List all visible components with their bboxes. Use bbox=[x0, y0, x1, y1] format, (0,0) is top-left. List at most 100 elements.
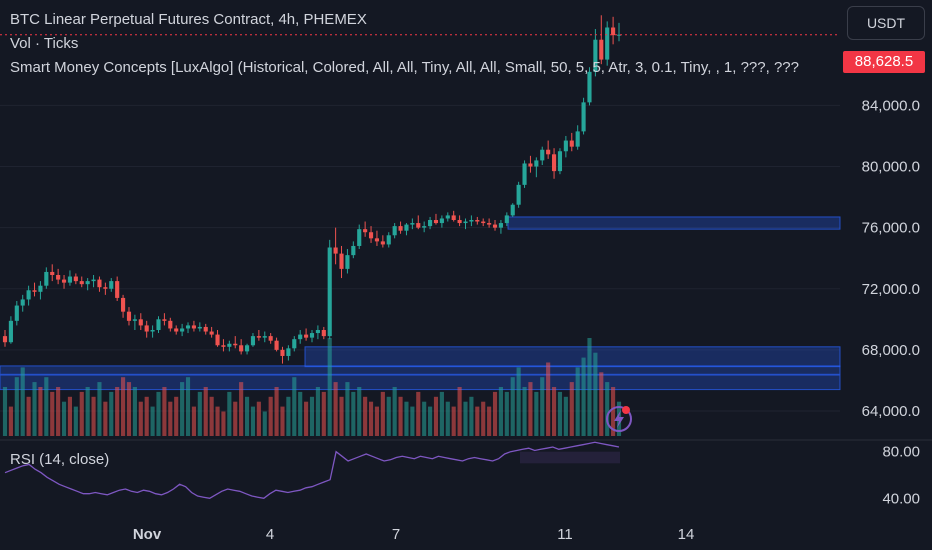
candle-body bbox=[368, 232, 374, 239]
candle-body bbox=[292, 339, 297, 349]
last-price-tag: 88,628.5 bbox=[843, 51, 925, 73]
candle bbox=[463, 218, 468, 230]
candle-body bbox=[492, 224, 498, 228]
volume-bar bbox=[227, 391, 232, 436]
volume-bar bbox=[162, 387, 167, 436]
price-tick-label: 68,000.0 bbox=[862, 342, 920, 359]
price-tick-label: 72,000.0 bbox=[862, 281, 920, 298]
candle bbox=[510, 203, 515, 217]
candle-body bbox=[150, 330, 155, 332]
candle-body bbox=[191, 325, 196, 329]
candle bbox=[79, 276, 84, 288]
candle-body bbox=[469, 220, 474, 222]
volume-bar bbox=[492, 391, 498, 436]
volume-bar bbox=[404, 401, 409, 436]
candle-body bbox=[404, 224, 409, 231]
candle-body bbox=[475, 220, 480, 222]
volume-bar bbox=[504, 391, 509, 436]
candle-body bbox=[227, 343, 232, 347]
volume-bar bbox=[339, 396, 344, 436]
order-block-zone bbox=[304, 346, 841, 368]
candle-body bbox=[386, 235, 391, 245]
smc-indicator-label[interactable]: Smart Money Concepts [LuxAlgo] (Historic… bbox=[10, 59, 799, 76]
volume-bar bbox=[457, 387, 462, 436]
volume-bar bbox=[363, 396, 368, 436]
candle-body bbox=[445, 215, 450, 219]
candle bbox=[422, 221, 427, 233]
volume-bar bbox=[73, 406, 78, 436]
candle bbox=[132, 314, 137, 330]
candle bbox=[67, 270, 73, 286]
candle-body bbox=[380, 241, 385, 245]
candle bbox=[180, 323, 185, 337]
candle-body bbox=[304, 334, 309, 338]
volume-bar bbox=[85, 387, 90, 436]
candle bbox=[392, 223, 397, 239]
candle-body bbox=[215, 334, 220, 346]
candle-body bbox=[540, 149, 545, 161]
time-tick-label: 11 bbox=[557, 526, 573, 543]
candle bbox=[162, 313, 167, 326]
volume-indicator-label[interactable]: Vol · Ticks bbox=[10, 35, 79, 52]
volume-bar bbox=[209, 396, 214, 436]
volume-bar bbox=[357, 387, 362, 436]
rsi-indicator-label[interactable]: RSI (14, close) bbox=[10, 451, 110, 468]
candle-body bbox=[121, 297, 126, 312]
candle bbox=[315, 325, 320, 340]
candle-body bbox=[327, 247, 332, 337]
candle bbox=[593, 29, 598, 77]
candle-body bbox=[209, 331, 214, 335]
candle bbox=[150, 325, 155, 338]
price-tick-label: 76,000.0 bbox=[862, 220, 920, 237]
candle-body bbox=[522, 163, 527, 185]
candle bbox=[61, 275, 67, 289]
candle-body bbox=[557, 151, 563, 172]
volume-bar bbox=[321, 391, 326, 436]
volume-bar bbox=[587, 338, 592, 436]
price-tick-label: 80,000.0 bbox=[862, 159, 920, 176]
candle-body bbox=[109, 281, 114, 289]
candle bbox=[428, 216, 433, 230]
candle-body bbox=[8, 320, 13, 343]
volume-bar bbox=[38, 387, 43, 436]
candle bbox=[404, 223, 409, 236]
volume-bar bbox=[327, 338, 332, 436]
candle-body bbox=[416, 223, 421, 228]
volume-bar bbox=[121, 377, 126, 436]
candle bbox=[85, 278, 90, 291]
rsi-tick-label: 40.00 bbox=[882, 490, 920, 507]
volume-bar bbox=[416, 391, 421, 436]
order-block-zone bbox=[0, 374, 841, 391]
volume-bar bbox=[528, 382, 533, 436]
candle-body bbox=[463, 221, 468, 224]
volume-bar bbox=[309, 396, 315, 436]
time-axis: Nov 4 7 11 14 bbox=[133, 526, 695, 543]
candle bbox=[380, 235, 385, 248]
volume-bar bbox=[50, 391, 55, 436]
candle bbox=[528, 155, 533, 173]
volume-bar bbox=[103, 401, 108, 436]
candle-body bbox=[185, 325, 191, 329]
candle bbox=[174, 325, 179, 335]
candle-body bbox=[221, 345, 226, 347]
candle-body bbox=[268, 336, 273, 341]
alert-icon[interactable] bbox=[606, 406, 632, 432]
volume-bar bbox=[386, 396, 391, 436]
candle bbox=[386, 232, 391, 248]
candle bbox=[227, 340, 232, 352]
volume-bar bbox=[351, 391, 356, 436]
candle bbox=[14, 300, 19, 326]
volume-bar bbox=[611, 387, 616, 436]
volume-bar bbox=[475, 406, 480, 436]
volume-bar bbox=[180, 382, 185, 436]
candle bbox=[274, 337, 279, 352]
candle-body bbox=[126, 311, 132, 321]
volume-bar bbox=[410, 406, 415, 436]
candle-body bbox=[244, 345, 250, 352]
candle bbox=[250, 333, 256, 347]
volume-bar bbox=[221, 411, 226, 436]
volume-bar bbox=[126, 382, 132, 436]
currency-unit-button[interactable]: USDT bbox=[847, 6, 925, 40]
volume-bar bbox=[368, 401, 374, 436]
